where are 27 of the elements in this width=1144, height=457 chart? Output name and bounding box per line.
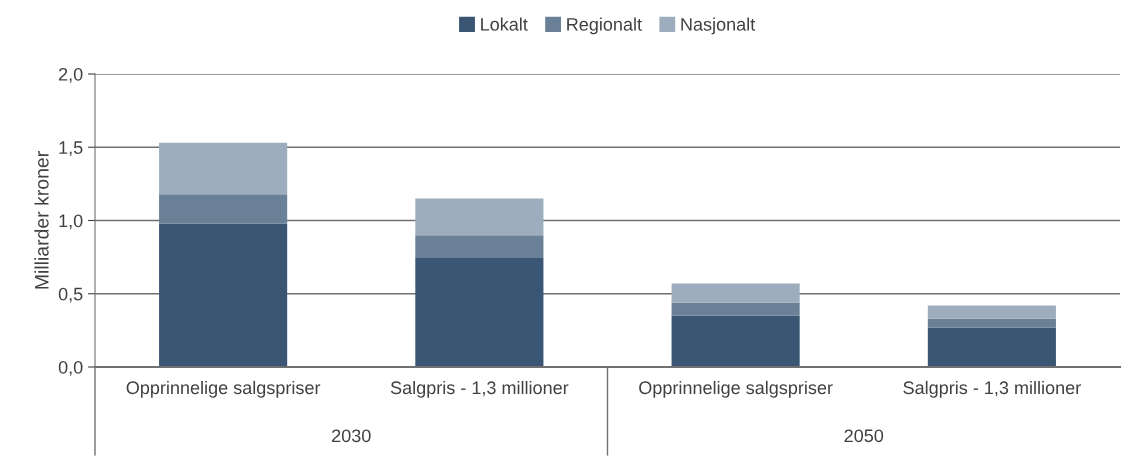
y-tick-label: 0,0 [58,360,83,376]
y-axis-title: Milliarder kroner [34,151,49,289]
y-tick-label: 1,0 [59,214,83,230]
bar [927,305,1056,319]
bar [415,198,544,236]
bar [671,315,800,367]
bar [671,283,800,303]
bar [415,257,544,367]
bar [159,142,288,195]
legend-label: Nasjonalt [681,17,756,35]
bar [415,235,544,258]
bar [927,318,1056,328]
legend-label: Lokalt [481,17,528,31]
text: 2030 [332,429,371,443]
x-tick-label: Salgpris - 1,3 millioner [390,380,569,398]
x-tick-label: Salgpris - 1,3 millioner [903,380,1081,398]
y-tick-label: 0,5 [58,287,83,303]
bar [159,223,288,367]
bar [927,327,1056,367]
legend-label: Regionalt [567,17,642,35]
bar [671,302,800,316]
bar [159,194,288,224]
y-tick-label: 1,5 [59,141,83,157]
text: 2050 [844,429,884,443]
x-tick-label: Opprinnelige salgspriser [639,380,833,398]
y-tick-label: 2,0 [59,67,83,83]
x-tick-label: Opprinnelige salgspriser [126,380,321,398]
